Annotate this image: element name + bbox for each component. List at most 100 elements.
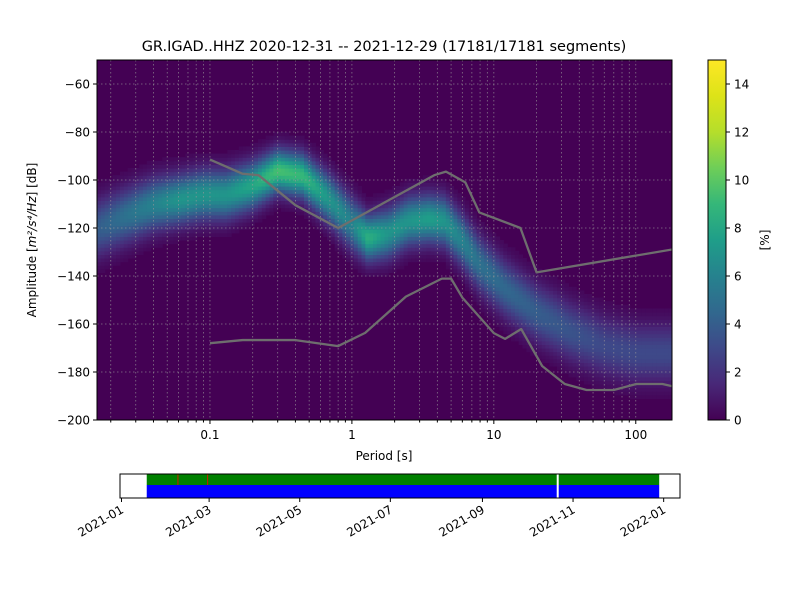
heatmap-cell	[534, 272, 539, 277]
heatmap-cell	[143, 193, 148, 198]
heatmap-cell	[606, 322, 612, 327]
heatmap-cell	[641, 337, 646, 342]
heatmap-cell	[419, 189, 424, 194]
heatmap-cell	[127, 214, 133, 219]
heatmap-cell	[664, 340, 669, 345]
heatmap-cell	[422, 232, 428, 237]
heatmap-cell	[664, 366, 669, 371]
heatmap-cell	[476, 232, 481, 237]
heatmap-cell	[131, 247, 136, 252]
heatmap-cell	[158, 232, 163, 237]
noise-models	[209, 158, 672, 392]
heatmap-cell	[238, 189, 244, 194]
heatmap-cell	[288, 146, 294, 151]
heatmap-cell	[641, 340, 646, 345]
heatmap-cell	[560, 312, 566, 317]
heatmap-cell	[189, 218, 194, 223]
heatmap-cell	[127, 175, 133, 180]
heatmap-cell	[553, 279, 558, 284]
heatmap-cell	[307, 157, 313, 162]
heatmap-cell	[380, 272, 386, 277]
heatmap-cell	[568, 326, 573, 331]
heatmap-cell	[357, 193, 363, 198]
heatmap-cell	[426, 189, 432, 194]
heatmap-cell	[269, 142, 274, 147]
heatmap-cell	[334, 211, 340, 216]
heatmap-cell	[319, 218, 324, 223]
heatmap-cell	[419, 258, 424, 263]
heatmap-cell	[235, 214, 240, 219]
heatmap-cell	[166, 225, 171, 230]
heatmap-cell	[572, 369, 577, 374]
heatmap-cell	[162, 240, 167, 245]
heatmap-cell	[254, 153, 259, 158]
heatmap-cell	[537, 337, 543, 342]
heatmap-cell	[541, 294, 547, 299]
heatmap-cell	[514, 268, 520, 273]
heatmap-cell	[629, 308, 635, 313]
heatmap-cell	[200, 204, 205, 209]
heatmap-cell	[150, 160, 156, 165]
heatmap-cell	[591, 351, 596, 356]
heatmap-cell	[143, 175, 148, 180]
heatmap-cell	[296, 146, 301, 151]
heatmap-cell	[637, 384, 642, 389]
heatmap-cell	[323, 200, 328, 205]
heatmap-cell	[185, 189, 190, 194]
heatmap-cell	[430, 211, 435, 216]
heatmap-cell	[319, 207, 324, 212]
heatmap-cell	[511, 319, 516, 324]
heatmap-cell	[269, 175, 274, 180]
heatmap-cell	[495, 315, 501, 320]
heatmap-cell	[641, 380, 646, 385]
heatmap-cell	[307, 182, 313, 187]
heatmap-cell	[426, 243, 432, 248]
heatmap-cell	[534, 304, 539, 309]
heatmap-cell	[120, 250, 125, 255]
heatmap-cell	[342, 200, 347, 205]
heatmap-cell	[461, 218, 466, 223]
heatmap-cell	[238, 196, 244, 201]
heatmap-cell	[438, 229, 443, 234]
colorbar-tick-label: 0	[734, 414, 742, 428]
heatmap-cell	[480, 268, 485, 273]
heatmap-cell	[583, 322, 589, 327]
heatmap-cell	[656, 340, 662, 345]
heatmap-cell	[334, 171, 340, 176]
heatmap-cell	[564, 344, 570, 349]
heatmap-cell	[580, 362, 585, 367]
heatmap-cell	[196, 160, 202, 165]
heatmap-cell	[411, 218, 416, 223]
heatmap-cell	[169, 168, 175, 173]
heatmap-cell	[511, 265, 516, 270]
heatmap-cell	[415, 247, 420, 252]
heatmap-cell	[200, 225, 205, 230]
heatmap-cell	[438, 211, 443, 216]
heatmap-cell	[491, 236, 497, 241]
heatmap-cell	[465, 279, 470, 284]
heatmap-cell	[472, 265, 478, 270]
heatmap-cell	[641, 355, 646, 360]
heatmap-cell	[480, 308, 485, 313]
heatmap-cell	[603, 308, 608, 313]
heatmap-cell	[353, 193, 359, 198]
heatmap-cell	[158, 214, 163, 219]
heatmap-cell	[215, 200, 221, 205]
heatmap-cell	[185, 232, 190, 237]
heatmap-cell	[553, 315, 558, 320]
heatmap-cell	[472, 222, 478, 227]
heatmap-cell	[484, 229, 489, 234]
heatmap-cell	[534, 340, 539, 345]
heatmap-cell	[116, 175, 121, 180]
heatmap-cell	[196, 229, 202, 234]
heatmap-cell	[189, 196, 194, 201]
heatmap-cell	[652, 312, 658, 317]
heatmap-cell	[511, 297, 516, 302]
heatmap-cell	[503, 254, 508, 259]
heatmap-cell	[304, 196, 309, 201]
heatmap-cell	[338, 222, 343, 227]
heatmap-cell	[468, 250, 474, 255]
heatmap-cell	[633, 333, 639, 338]
heatmap-cell	[583, 326, 589, 331]
heatmap-cell	[537, 312, 543, 317]
